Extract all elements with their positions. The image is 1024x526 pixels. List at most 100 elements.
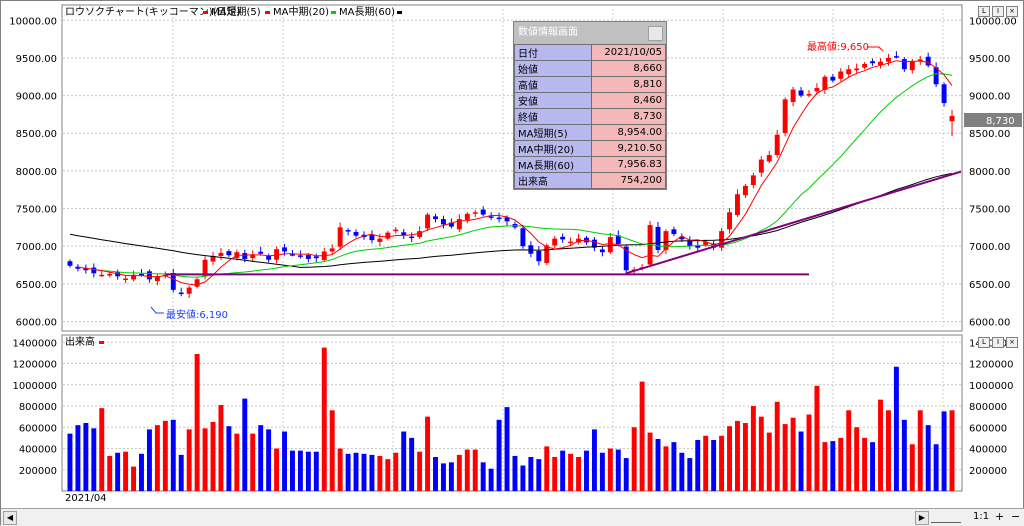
volume-bar [115, 452, 121, 491]
volume-bar [282, 431, 287, 491]
candle-body [727, 212, 732, 230]
volume-bar [631, 427, 637, 491]
price-tick-left: 9500.00 [16, 54, 57, 65]
candle-body [496, 217, 502, 220]
volume-tick-left: 1000000 [12, 381, 57, 392]
candle-body [679, 236, 685, 240]
volume-bar [480, 462, 486, 491]
volume-tick-right: 600000 [969, 423, 1007, 434]
price-tick-left: 9000.00 [16, 92, 57, 103]
candle-body [464, 213, 470, 220]
volume-bar [162, 420, 168, 491]
volume-bar [703, 435, 709, 491]
candle-body [568, 241, 574, 244]
volume-bar [870, 442, 876, 491]
volume-bar [337, 448, 343, 491]
candle-body [520, 228, 526, 247]
volume-layout-icon[interactable]: L [978, 337, 990, 348]
candle-body [123, 278, 129, 281]
volume-bar [711, 440, 717, 491]
candle-body [329, 248, 335, 252]
candle-body [202, 259, 208, 277]
candle-body [949, 115, 955, 122]
price-tick-right: 7000.00 [969, 242, 1010, 253]
indicator-icon[interactable]: I [992, 6, 1004, 17]
candle-body [67, 261, 73, 266]
legend-ma-long: MA長期(60) [339, 6, 395, 18]
info-row-close: 終値 8,730 [514, 108, 666, 125]
volume-bar [417, 451, 423, 491]
volume-bar [385, 459, 391, 491]
volume-bar [846, 410, 852, 491]
volume-tick-left: 600000 [19, 423, 57, 434]
volume-legend-swatch [99, 341, 104, 344]
ma-short-line [77, 60, 953, 286]
volume-bar [146, 429, 152, 491]
volume-bar [615, 449, 621, 491]
info-key: 始値 [514, 60, 592, 77]
candle-body [146, 271, 152, 280]
volume-bar [266, 429, 272, 491]
volume-bar [329, 410, 335, 491]
candle-body [345, 230, 351, 232]
candle-body [798, 90, 804, 96]
info-panel[interactable]: 数値情報画面 日付 2021/10/05 始値 8,660 高値 8,810 安値 8,… [513, 21, 667, 190]
volume-bar [67, 433, 73, 491]
info-row-open: 始値 8,660 [514, 60, 666, 77]
volume-bar [814, 385, 820, 491]
info-key: 日付 [514, 44, 592, 61]
x-axis-label: 2021/04 [65, 493, 107, 504]
volume-bar [99, 408, 105, 491]
candle-body [274, 249, 280, 260]
candle-body [393, 229, 399, 232]
candle-body [885, 57, 891, 62]
info-value: 8,954.00 [591, 124, 666, 141]
candle-body [909, 61, 915, 71]
info-key: MA短期(5) [514, 124, 592, 141]
volume-bar [568, 453, 574, 491]
ma-mid-line [85, 73, 953, 278]
candle-body [115, 272, 121, 277]
scroll-thumb[interactable] [931, 512, 961, 523]
info-panel-close-icon[interactable] [648, 26, 663, 41]
volume-bar [377, 455, 383, 491]
scroll-left-icon[interactable]: ◀ [3, 511, 17, 525]
close-panel-icon[interactable]: × [1006, 6, 1018, 17]
zoom-out-icon[interactable]: − [1011, 510, 1021, 523]
volume-bar [178, 454, 184, 491]
candle-body [925, 56, 931, 66]
candle-body [591, 239, 597, 248]
info-value: 9,210.50 [591, 140, 666, 157]
zoom-in-icon[interactable]: + [995, 510, 1005, 523]
volume-tick-left: 1400000 [12, 338, 57, 349]
chart-marks [67, 51, 962, 491]
price-tick-left: 8000.00 [16, 167, 57, 178]
volume-bar [774, 401, 780, 491]
price-tick-right: 9000.00 [969, 92, 1010, 103]
volume-bar [210, 421, 216, 491]
scroll-right-icon[interactable]: ▶ [915, 511, 929, 525]
volume-bar [591, 429, 597, 491]
candle-body [687, 240, 693, 247]
volume-bar [393, 452, 399, 491]
candle-body [353, 232, 359, 236]
volume-tick-left: 800000 [19, 402, 57, 413]
info-value: 8,730 [591, 108, 666, 125]
layout-icon[interactable]: L [978, 6, 990, 17]
horizontal-scrollbar[interactable]: ◀ ▶ 1:1 + − [1, 508, 1024, 526]
volume-close-icon[interactable]: × [1006, 337, 1018, 348]
price-tick-left: 6000.00 [16, 317, 57, 328]
min-price-annotation: 最安値:6,190 [166, 308, 228, 321]
candle-body [822, 76, 828, 90]
volume-bar [440, 463, 446, 491]
volume-bar [933, 444, 939, 491]
volume-bar [901, 419, 907, 491]
volume-indicator-icon[interactable]: I [992, 337, 1004, 348]
volume-bar [218, 404, 224, 491]
volume-bar [361, 453, 367, 491]
volume-bar [838, 437, 844, 491]
ma-short-legend-swatch [203, 11, 208, 14]
candle-body [250, 254, 256, 259]
candle-body [456, 219, 462, 230]
